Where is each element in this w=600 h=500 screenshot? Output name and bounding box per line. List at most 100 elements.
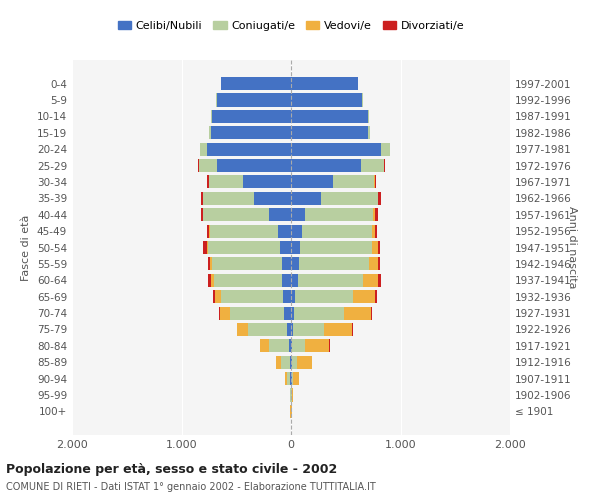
Bar <box>299 258 369 270</box>
Bar <box>217 159 291 172</box>
Bar <box>238 323 248 336</box>
Bar <box>289 340 291 352</box>
Bar <box>285 372 287 385</box>
Bar <box>269 208 291 222</box>
Bar <box>211 274 214 287</box>
Bar <box>203 208 269 222</box>
Bar <box>291 356 292 369</box>
Bar <box>291 241 300 254</box>
Bar <box>379 192 380 205</box>
Bar <box>292 340 305 352</box>
Bar <box>291 274 298 287</box>
Bar <box>282 274 291 287</box>
Bar <box>375 224 377 237</box>
Bar <box>291 94 362 106</box>
Bar <box>220 306 230 320</box>
Bar <box>372 241 377 254</box>
Bar <box>291 142 381 156</box>
Bar <box>212 258 281 270</box>
Bar <box>291 110 368 123</box>
Bar <box>292 356 298 369</box>
Bar <box>200 142 206 156</box>
Bar <box>206 142 291 156</box>
Bar <box>292 388 293 402</box>
Bar <box>211 110 212 123</box>
Bar <box>215 290 221 303</box>
Bar <box>368 126 370 140</box>
Bar <box>221 77 291 90</box>
Bar <box>221 290 283 303</box>
Bar <box>377 258 380 270</box>
Bar <box>206 241 208 254</box>
Bar <box>208 241 280 254</box>
Bar <box>212 110 291 123</box>
Bar <box>278 224 291 237</box>
Bar <box>371 306 372 320</box>
Bar <box>381 142 389 156</box>
Bar <box>320 192 377 205</box>
Bar <box>291 340 292 352</box>
Bar <box>376 290 377 303</box>
Bar <box>208 274 211 287</box>
Bar <box>292 372 293 385</box>
Bar <box>375 176 376 188</box>
Bar <box>298 356 311 369</box>
Bar <box>332 176 374 188</box>
Bar <box>207 224 209 237</box>
Bar <box>291 323 293 336</box>
Text: COMUNE DI RIETI - Dati ISTAT 1° gennaio 2002 - Elaborazione TUTTITALIA.IT: COMUNE DI RIETI - Dati ISTAT 1° gennaio … <box>6 482 376 492</box>
Bar <box>254 192 291 205</box>
Bar <box>372 224 375 237</box>
Bar <box>283 290 291 303</box>
Y-axis label: Fasce di età: Fasce di età <box>22 214 31 280</box>
Bar <box>377 241 380 254</box>
Bar <box>375 208 377 222</box>
Bar <box>305 208 373 222</box>
Bar <box>201 192 203 205</box>
Bar <box>293 323 324 336</box>
Legend: Celibi/Nubili, Coniugati/e, Vedovi/e, Divorziati/e: Celibi/Nubili, Coniugati/e, Vedovi/e, Di… <box>113 17 469 36</box>
Bar <box>275 356 281 369</box>
Bar <box>377 192 379 205</box>
Text: Popolazione per età, sesso e stato civile - 2002: Popolazione per età, sesso e stato civil… <box>6 462 337 475</box>
Bar <box>291 306 294 320</box>
Bar <box>210 258 212 270</box>
Bar <box>217 94 291 106</box>
Bar <box>248 323 287 336</box>
Bar <box>269 340 289 352</box>
Bar <box>368 110 369 123</box>
Bar <box>305 340 329 352</box>
Bar <box>208 258 210 270</box>
Bar <box>280 241 291 254</box>
Bar <box>281 258 291 270</box>
Bar <box>373 208 375 222</box>
Bar <box>203 192 254 205</box>
Bar <box>300 241 372 254</box>
Bar <box>208 176 209 188</box>
Bar <box>291 77 358 90</box>
Bar <box>210 224 278 237</box>
Bar <box>281 356 290 369</box>
Bar <box>203 241 206 254</box>
Bar <box>287 323 291 336</box>
Bar <box>199 159 217 172</box>
Bar <box>291 126 368 140</box>
Bar <box>291 208 305 222</box>
Bar <box>209 126 211 140</box>
Bar <box>291 258 299 270</box>
Bar <box>353 290 376 303</box>
Bar <box>293 372 299 385</box>
Bar <box>361 159 384 172</box>
Bar <box>211 126 291 140</box>
Bar <box>294 306 344 320</box>
Bar <box>200 208 203 222</box>
Bar <box>291 176 332 188</box>
Bar <box>363 274 377 287</box>
Bar <box>290 356 291 369</box>
Bar <box>219 306 220 320</box>
Bar <box>209 176 243 188</box>
Bar <box>260 340 269 352</box>
Bar <box>291 192 320 205</box>
Bar <box>214 274 282 287</box>
Bar <box>369 258 377 270</box>
